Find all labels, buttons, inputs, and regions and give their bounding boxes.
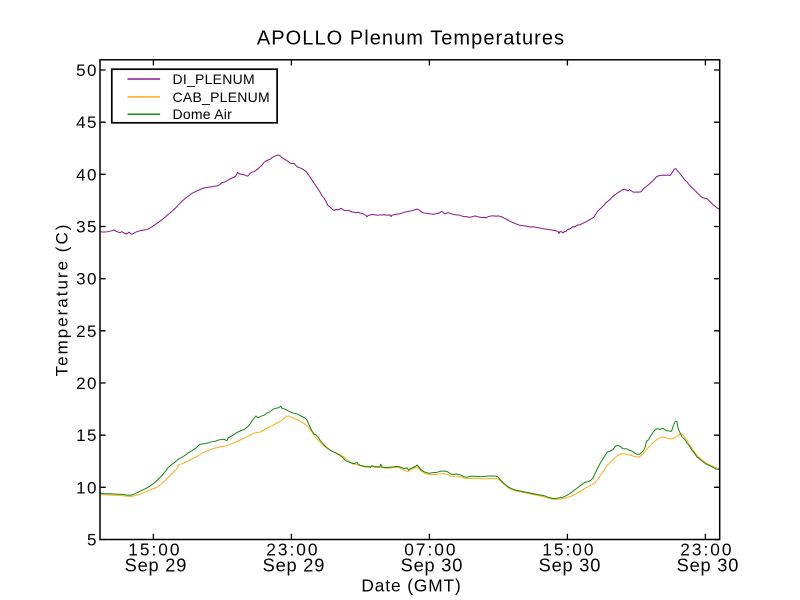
svg-text:10: 10 bbox=[76, 478, 98, 497]
svg-text:CAB_PLENUM: CAB_PLENUM bbox=[173, 89, 270, 105]
svg-text:Sep 30: Sep 30 bbox=[401, 556, 463, 576]
svg-text:50: 50 bbox=[76, 61, 98, 80]
svg-text:DI_PLENUM: DI_PLENUM bbox=[173, 71, 255, 87]
svg-text:5: 5 bbox=[87, 531, 98, 550]
svg-text:40: 40 bbox=[76, 165, 98, 184]
svg-text:15:00: 15:00 bbox=[128, 540, 181, 560]
svg-text:35: 35 bbox=[76, 218, 98, 237]
svg-text:Sep 30: Sep 30 bbox=[539, 556, 601, 576]
svg-text:07:00: 07:00 bbox=[404, 540, 457, 560]
svg-text:Date (GMT): Date (GMT) bbox=[361, 575, 461, 595]
svg-text:30: 30 bbox=[76, 270, 98, 289]
svg-text:Temperature (C): Temperature (C) bbox=[53, 223, 72, 377]
svg-text:15: 15 bbox=[76, 426, 98, 445]
svg-text:15:00: 15:00 bbox=[542, 540, 595, 560]
svg-text:25: 25 bbox=[76, 322, 98, 341]
svg-text:Sep 30: Sep 30 bbox=[677, 556, 739, 576]
svg-text:45: 45 bbox=[76, 113, 98, 132]
svg-text:APOLLO Plenum Temperatures: APOLLO Plenum Temperatures bbox=[257, 28, 565, 50]
svg-text:23:00: 23:00 bbox=[680, 540, 733, 560]
svg-text:Dome Air: Dome Air bbox=[173, 106, 233, 122]
svg-text:Sep 29: Sep 29 bbox=[125, 556, 187, 576]
svg-text:Sep 29: Sep 29 bbox=[263, 556, 325, 576]
svg-text:20: 20 bbox=[76, 374, 98, 393]
svg-text:23:00: 23:00 bbox=[266, 540, 319, 560]
